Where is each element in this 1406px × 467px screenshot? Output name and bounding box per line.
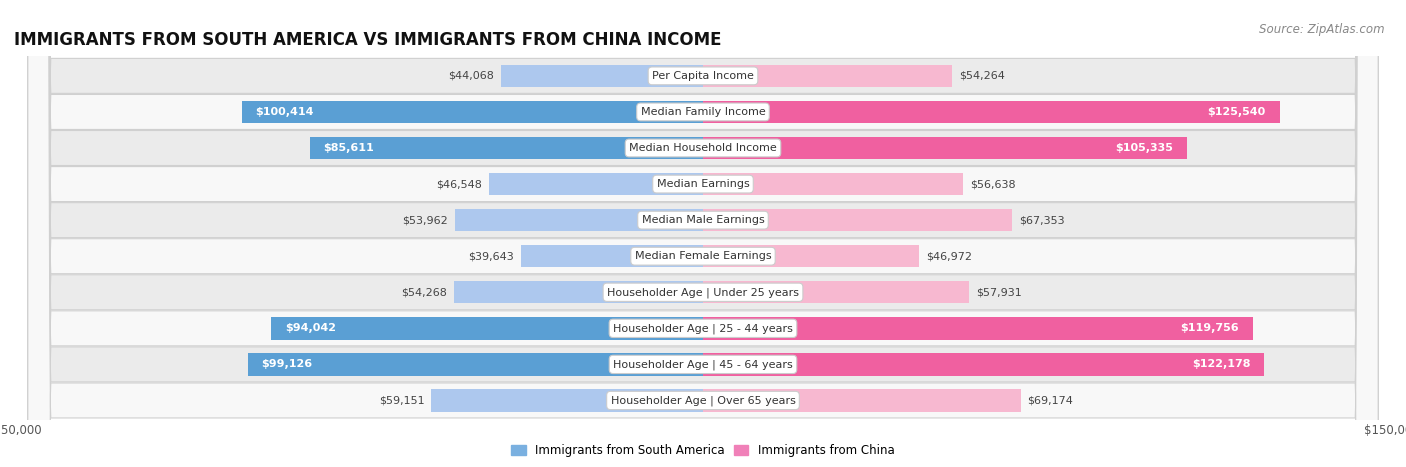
Text: $100,414: $100,414: [256, 107, 314, 117]
FancyBboxPatch shape: [28, 0, 1378, 467]
Text: $59,151: $59,151: [378, 396, 425, 405]
Bar: [271, 317, 703, 340]
Bar: [454, 281, 703, 304]
FancyBboxPatch shape: [28, 0, 1378, 467]
Text: $105,335: $105,335: [1115, 143, 1173, 153]
Text: $122,178: $122,178: [1192, 360, 1250, 369]
Text: $56,638: $56,638: [970, 179, 1015, 189]
Text: $57,931: $57,931: [976, 287, 1022, 297]
Bar: [520, 245, 703, 268]
Text: IMMIGRANTS FROM SOUTH AMERICA VS IMMIGRANTS FROM CHINA INCOME: IMMIGRANTS FROM SOUTH AMERICA VS IMMIGRA…: [14, 31, 721, 49]
Text: $46,548: $46,548: [436, 179, 482, 189]
Bar: [489, 173, 703, 195]
Bar: [501, 65, 703, 87]
Text: $67,353: $67,353: [1019, 215, 1064, 225]
Text: Per Capita Income: Per Capita Income: [652, 71, 754, 81]
FancyBboxPatch shape: [28, 0, 1378, 467]
Bar: [703, 137, 1187, 159]
Text: $44,068: $44,068: [449, 71, 494, 81]
FancyBboxPatch shape: [28, 0, 1378, 467]
Text: $53,962: $53,962: [402, 215, 449, 225]
Text: Median Household Income: Median Household Income: [628, 143, 778, 153]
Bar: [309, 137, 703, 159]
Text: $125,540: $125,540: [1208, 107, 1265, 117]
FancyBboxPatch shape: [28, 0, 1378, 467]
Bar: [703, 353, 1264, 375]
Text: Householder Age | 45 - 64 years: Householder Age | 45 - 64 years: [613, 359, 793, 370]
Bar: [703, 101, 1279, 123]
Text: $119,756: $119,756: [1181, 323, 1239, 333]
FancyBboxPatch shape: [28, 0, 1378, 467]
Text: $39,643: $39,643: [468, 251, 515, 261]
Bar: [242, 101, 703, 123]
Bar: [703, 317, 1253, 340]
Bar: [247, 353, 703, 375]
Text: Householder Age | Over 65 years: Householder Age | Over 65 years: [610, 395, 796, 406]
Text: Median Male Earnings: Median Male Earnings: [641, 215, 765, 225]
Text: Median Earnings: Median Earnings: [657, 179, 749, 189]
Text: Source: ZipAtlas.com: Source: ZipAtlas.com: [1260, 23, 1385, 36]
Text: $54,264: $54,264: [959, 71, 1005, 81]
Bar: [703, 209, 1012, 231]
FancyBboxPatch shape: [28, 0, 1378, 467]
Legend: Immigrants from South America, Immigrants from China: Immigrants from South America, Immigrant…: [506, 439, 900, 462]
Bar: [703, 65, 952, 87]
Bar: [703, 281, 969, 304]
Bar: [703, 389, 1021, 411]
Text: Median Family Income: Median Family Income: [641, 107, 765, 117]
Bar: [703, 173, 963, 195]
Text: Median Female Earnings: Median Female Earnings: [634, 251, 772, 261]
Bar: [703, 245, 918, 268]
Text: $99,126: $99,126: [262, 360, 312, 369]
FancyBboxPatch shape: [28, 0, 1378, 467]
Bar: [432, 389, 703, 411]
Text: $46,972: $46,972: [925, 251, 972, 261]
FancyBboxPatch shape: [28, 0, 1378, 467]
Text: $54,268: $54,268: [401, 287, 447, 297]
Text: Householder Age | 25 - 44 years: Householder Age | 25 - 44 years: [613, 323, 793, 333]
Bar: [456, 209, 703, 231]
Text: $69,174: $69,174: [1028, 396, 1073, 405]
Text: $85,611: $85,611: [323, 143, 374, 153]
Text: Householder Age | Under 25 years: Householder Age | Under 25 years: [607, 287, 799, 297]
Text: $94,042: $94,042: [285, 323, 336, 333]
FancyBboxPatch shape: [28, 0, 1378, 467]
